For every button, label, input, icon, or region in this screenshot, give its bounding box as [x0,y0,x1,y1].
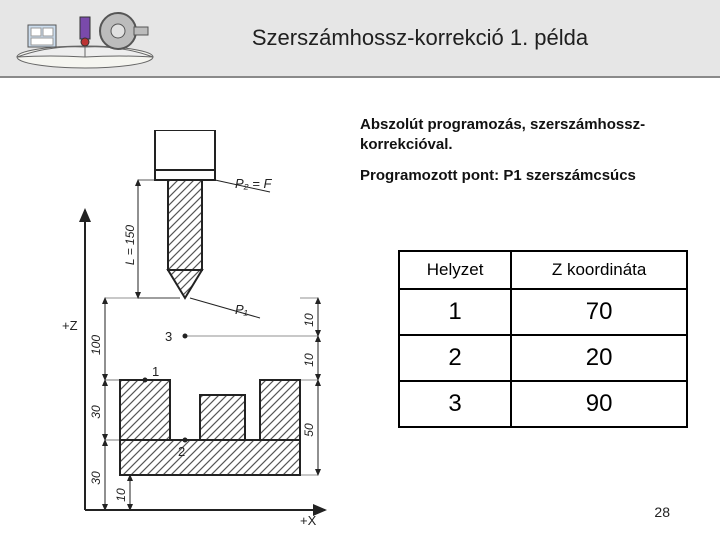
col-header-position: Helyzet [399,251,511,289]
point-3: 3 [165,329,172,344]
technical-drawing: +Z +X P₂ = F P₁ L = 150 1 2 [60,130,350,530]
point-2: 2 [178,444,185,459]
dim-10c: 10 [114,488,128,502]
dim-30b: 30 [89,471,103,485]
label-p1: P₁ [235,302,248,317]
dim-10b: 10 [302,353,316,367]
table-row: 2 20 [399,335,687,381]
axis-z-label: +Z [62,318,78,333]
point-1: 1 [152,364,159,379]
dim-30a: 30 [89,405,103,419]
axis-x-label: +X [300,513,317,528]
dim-50: 50 [302,423,316,437]
description-block: Abszolút programozás, szerszámhossz-korr… [360,115,700,198]
table-header-row: Helyzet Z koordináta [399,251,687,289]
dim-100: 100 [89,335,103,355]
dim-L: L = 150 [123,225,137,265]
intro-line-1: Abszolút programozás, szerszámhossz-korr… [360,115,700,154]
table-row: 3 90 [399,381,687,427]
label-p2f: P₂ = F [235,176,272,191]
table-row: 1 70 [399,289,687,335]
header-illustration [10,7,160,69]
page-number: 28 [654,504,670,520]
slide-title: Szerszámhossz-korrekció 1. példa [160,25,720,51]
coordinate-table: Helyzet Z koordináta 1 70 2 20 3 90 [398,250,688,428]
dim-10a: 10 [302,313,316,327]
slide-header: Szerszámhossz-korrekció 1. példa [0,0,720,78]
col-header-z: Z koordináta [511,251,687,289]
intro-line-2: Programozott pont: P1 szerszámcsúcs [360,166,700,186]
